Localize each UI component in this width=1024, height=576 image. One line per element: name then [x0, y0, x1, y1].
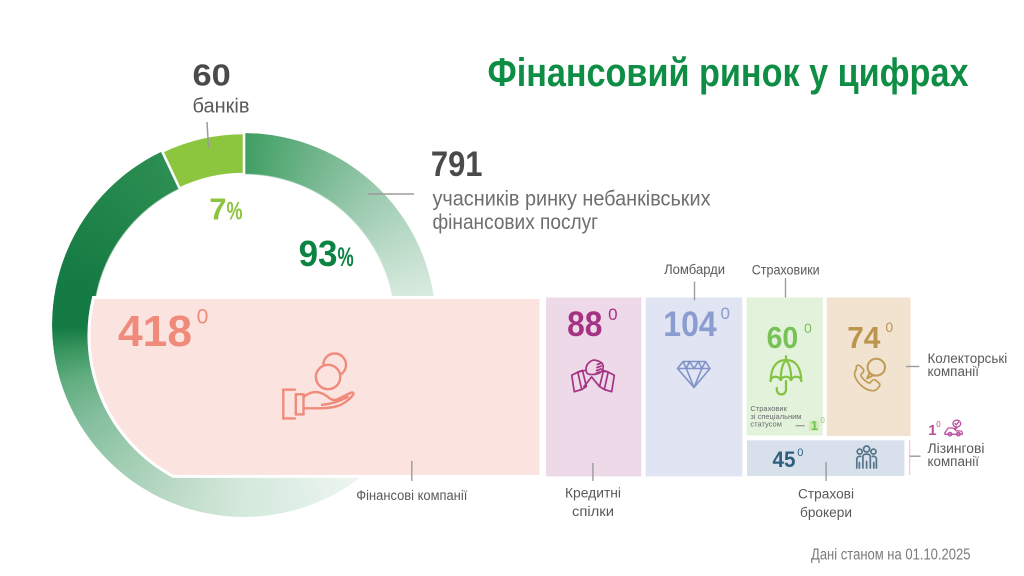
- svg-text:фінансових послуг: фінансових послуг: [433, 211, 599, 234]
- svg-text:60: 60: [193, 57, 231, 92]
- svg-text:1: 1: [928, 422, 936, 439]
- svg-text:Ломбарди: Ломбарди: [664, 262, 725, 277]
- svg-text:Дані станом на 01.10.2025: Дані станом на 01.10.2025: [811, 547, 971, 564]
- svg-text:Колекторські: Колекторські: [928, 351, 1008, 366]
- svg-text:1: 1: [811, 418, 818, 433]
- svg-text:банків: банків: [193, 95, 250, 118]
- svg-text:104: 104: [663, 305, 717, 344]
- svg-text:Страховики: Страховики: [752, 262, 820, 277]
- svg-text:0: 0: [197, 306, 209, 329]
- svg-text:0: 0: [885, 319, 893, 335]
- svg-text:0: 0: [797, 447, 803, 459]
- svg-text:74: 74: [847, 320, 881, 355]
- svg-text:0: 0: [721, 304, 730, 323]
- svg-text:Страхові: Страхові: [798, 487, 854, 502]
- svg-text:60: 60: [767, 320, 799, 355]
- svg-text:0: 0: [936, 420, 941, 429]
- svg-text:компанії: компанії: [928, 364, 980, 379]
- svg-text:418: 418: [118, 307, 192, 356]
- svg-text:спілки: спілки: [572, 504, 614, 519]
- svg-text:компанії: компанії: [928, 454, 980, 469]
- svg-text:0: 0: [804, 320, 812, 336]
- svg-text:статусом: статусом: [750, 420, 781, 429]
- svg-text:0: 0: [608, 305, 617, 324]
- svg-text:791: 791: [431, 145, 483, 184]
- svg-text:Кредитні: Кредитні: [565, 486, 621, 501]
- svg-text:учасників ринку небанківських: учасників ринку небанківських: [433, 188, 711, 211]
- svg-text:Страховик: Страховик: [750, 404, 787, 413]
- svg-text:93%: 93%: [299, 233, 354, 274]
- svg-text:Фінансові компанії: Фінансові компанії: [356, 488, 467, 503]
- svg-text:88: 88: [567, 305, 602, 344]
- svg-text:зі спеціальним: зі спеціальним: [750, 412, 801, 421]
- svg-text:45: 45: [773, 447, 796, 472]
- svg-text:Фінансовий ринок у цифрах: Фінансовий ринок у цифрах: [488, 51, 969, 95]
- svg-text:брокери: брокери: [800, 505, 852, 520]
- svg-text:7%: 7%: [209, 192, 242, 227]
- svg-text:Лізингові: Лізингові: [928, 441, 985, 456]
- svg-text:0: 0: [820, 416, 825, 425]
